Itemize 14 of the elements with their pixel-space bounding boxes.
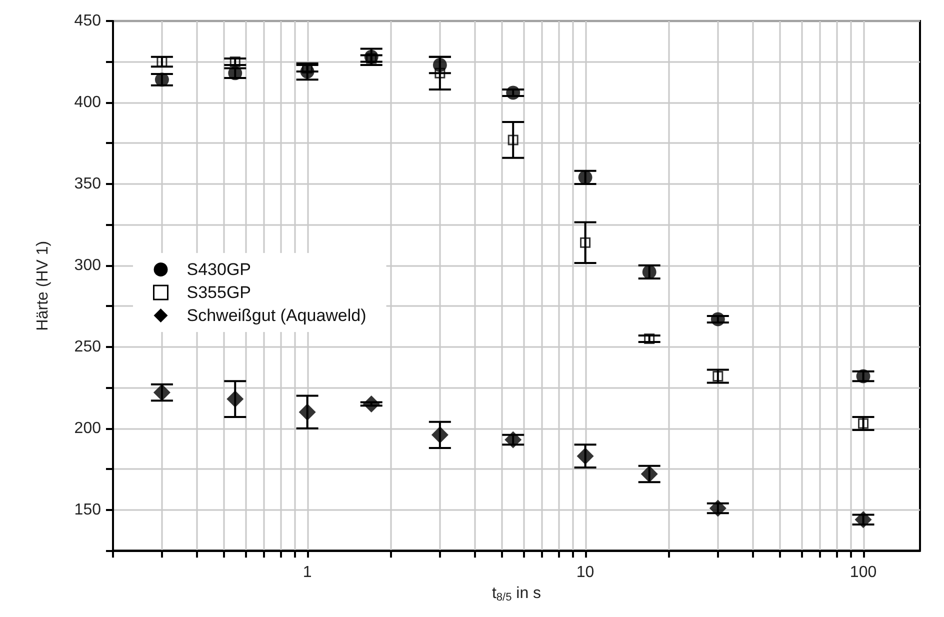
legend-label: S430GP [186, 260, 252, 279]
y-tick-label: 350 [74, 175, 102, 192]
x-tick-label: 10 [576, 564, 594, 582]
y-tick-label: 250 [74, 338, 102, 356]
x-tick-label: 100 [850, 564, 877, 582]
y-tick-label: 400 [74, 94, 102, 111]
legend-label: Schweißgut (Aquaweld) [186, 306, 366, 325]
y-tick-label: 300 [74, 256, 102, 274]
y-tick-label: 450 [74, 12, 102, 30]
legend-label: S355GP [186, 283, 252, 302]
y-axis-title: Härte (HV 1) [34, 240, 52, 331]
x-tick-label: 1 [302, 564, 312, 582]
y-tick-label: 200 [74, 420, 102, 437]
y-tick-label: 150 [74, 501, 102, 518]
